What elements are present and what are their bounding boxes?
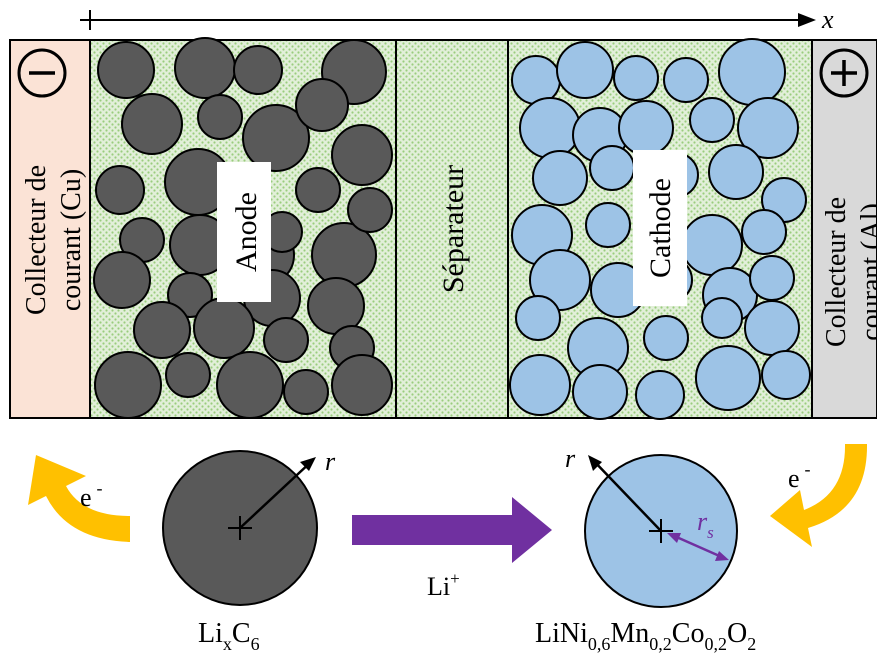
particle bbox=[233, 45, 283, 95]
particle bbox=[283, 369, 329, 415]
positive-collector bbox=[811, 39, 877, 419]
particle bbox=[749, 255, 795, 301]
anode-formula: LixC6 bbox=[198, 618, 260, 653]
particle bbox=[519, 97, 581, 159]
svg-text:courant (Al): courant (Al) bbox=[856, 203, 877, 341]
particle bbox=[263, 317, 309, 363]
particle bbox=[737, 97, 799, 159]
particle bbox=[511, 55, 561, 105]
separator-label: Séparateur bbox=[437, 165, 470, 293]
particle bbox=[133, 301, 191, 359]
positive-terminal-icon bbox=[819, 48, 869, 98]
particle bbox=[701, 297, 743, 339]
particle bbox=[681, 214, 743, 276]
svg-text:Cathode: Cathode bbox=[644, 178, 677, 278]
negative-collector bbox=[9, 39, 91, 419]
particle bbox=[585, 202, 631, 248]
particle bbox=[529, 249, 591, 311]
particle bbox=[165, 352, 211, 398]
particle bbox=[197, 94, 243, 140]
particle bbox=[509, 354, 571, 416]
particle bbox=[295, 78, 349, 132]
x-axis-label: x bbox=[821, 5, 834, 34]
particle bbox=[347, 187, 393, 233]
svg-text:courant (Cu): courant (Cu) bbox=[56, 169, 87, 311]
particle bbox=[331, 354, 393, 416]
particle bbox=[193, 297, 255, 359]
particle bbox=[95, 165, 145, 215]
anode-particle-detail: r bbox=[162, 447, 336, 606]
particle bbox=[589, 145, 635, 191]
x-axis: x bbox=[80, 5, 834, 34]
particle bbox=[331, 124, 393, 186]
negative-terminal-icon bbox=[17, 48, 67, 98]
lithium-ion-arrow-icon bbox=[352, 497, 552, 563]
svg-text:Séparateur: Séparateur bbox=[437, 165, 470, 293]
particle bbox=[708, 144, 764, 200]
electron-label-right: e- bbox=[788, 459, 811, 493]
particle bbox=[572, 364, 628, 420]
particle bbox=[167, 272, 213, 318]
particle bbox=[97, 41, 155, 99]
cathode-radius-label: r bbox=[565, 444, 576, 473]
svg-text:Collecteur de: Collecteur de bbox=[821, 197, 852, 347]
particle bbox=[744, 300, 800, 356]
particle bbox=[216, 351, 284, 419]
particle bbox=[242, 104, 310, 172]
cathode-particle-detail: r rs bbox=[565, 444, 738, 608]
particle bbox=[741, 209, 787, 255]
particle bbox=[94, 351, 162, 419]
particle bbox=[695, 345, 761, 411]
particle bbox=[643, 315, 689, 361]
svg-text:Anode: Anode bbox=[230, 192, 263, 272]
particle bbox=[515, 295, 561, 341]
electron-arrow-left-icon bbox=[28, 455, 130, 542]
particle bbox=[761, 350, 811, 400]
particle bbox=[663, 57, 709, 103]
particle bbox=[718, 38, 786, 106]
svg-text:Collecteur de: Collecteur de bbox=[21, 165, 52, 315]
positive-collector-label: Collecteur de courant (Al) bbox=[821, 197, 877, 347]
particle bbox=[635, 370, 685, 420]
particle bbox=[613, 55, 659, 101]
lithium-ion-label: Li+ bbox=[427, 569, 460, 601]
negative-collector-label: Collecteur de courant (Cu) bbox=[21, 165, 87, 315]
particle bbox=[93, 251, 151, 309]
electron-arrow-right-icon bbox=[770, 444, 868, 547]
anode-particles bbox=[93, 37, 393, 419]
anode-radius-label: r bbox=[325, 447, 336, 476]
particle bbox=[618, 100, 674, 156]
particle bbox=[121, 93, 183, 155]
surface-radius-label: rs bbox=[697, 507, 714, 542]
particle bbox=[174, 37, 236, 99]
particle bbox=[532, 150, 588, 206]
anode-label: Anode bbox=[217, 162, 271, 302]
particle bbox=[689, 97, 735, 143]
electron-label-left: e- bbox=[80, 478, 103, 512]
cathode-label: Cathode bbox=[633, 150, 687, 306]
cathode-particles bbox=[509, 38, 811, 420]
particle bbox=[556, 41, 614, 99]
cathode-formula: LiNi0,6Mn0,2Co0,2O2 bbox=[535, 618, 756, 653]
particle bbox=[295, 167, 341, 213]
